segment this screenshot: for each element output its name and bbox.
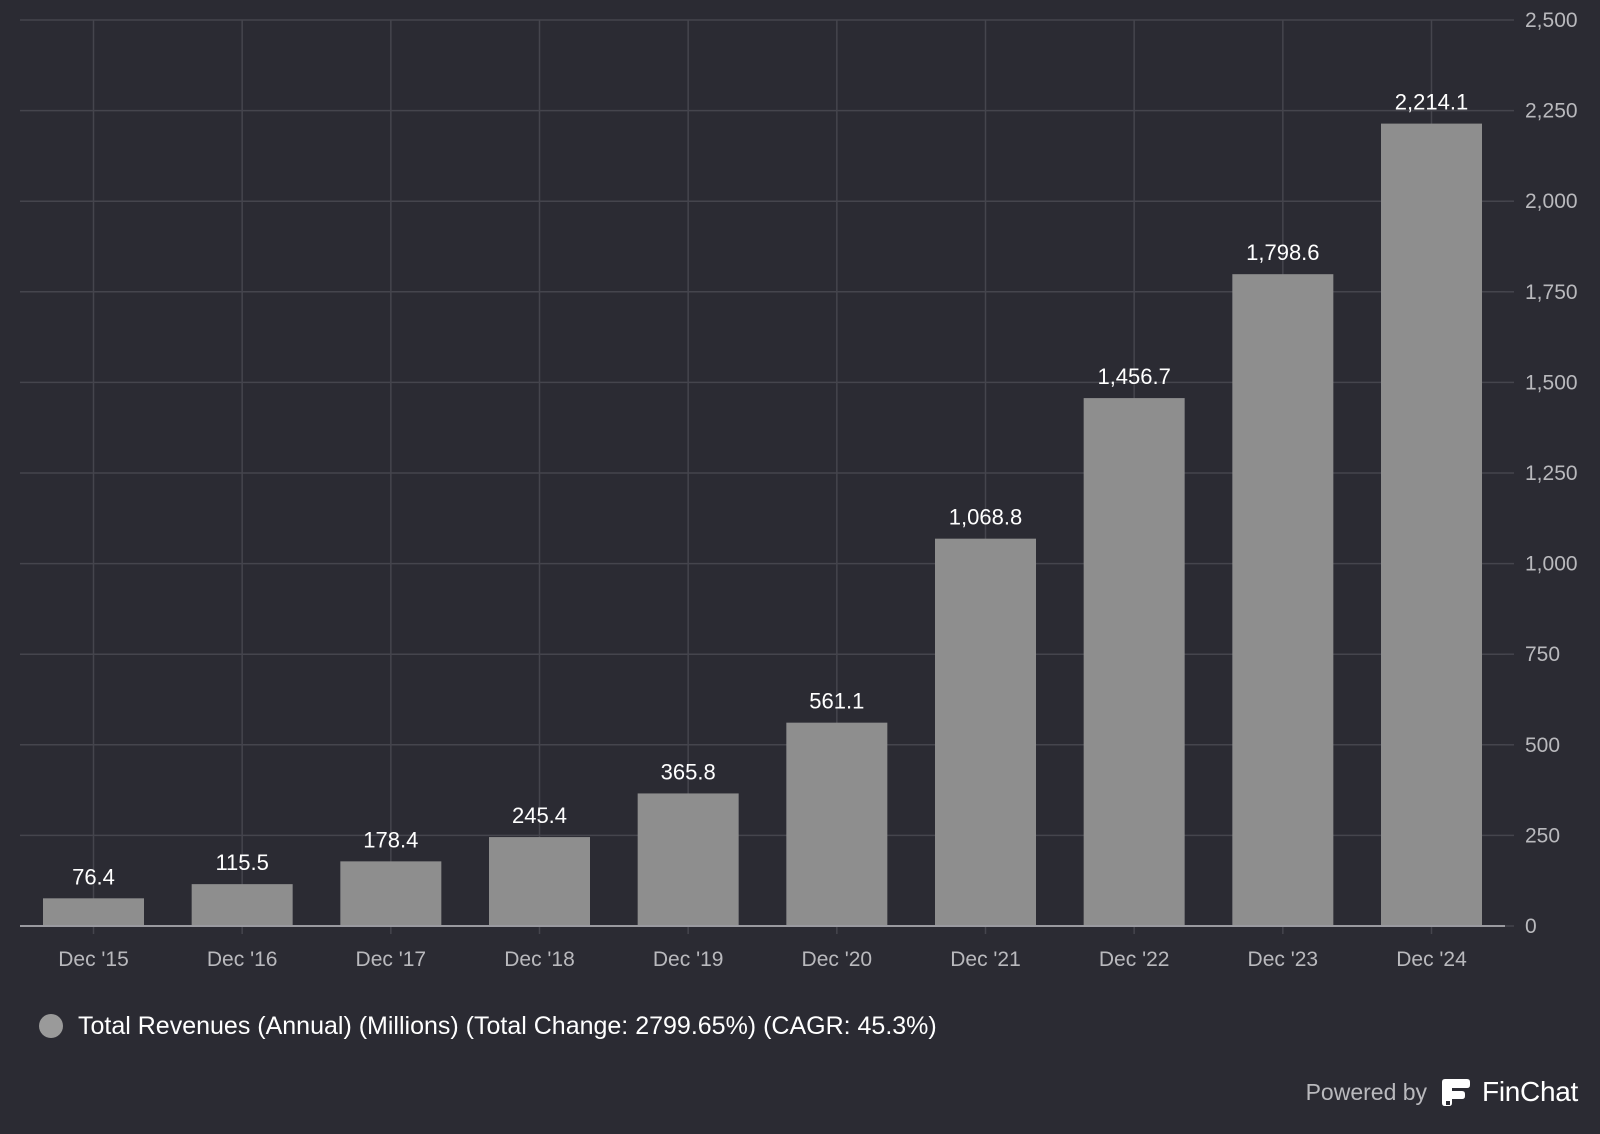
y-tick-label: 2,250 bbox=[1525, 100, 1578, 123]
powered-by-branding[interactable]: Powered by FinChat bbox=[1305, 1072, 1579, 1112]
bar-value-label: 1,068.8 bbox=[949, 505, 1022, 530]
x-category-label: Dec '24 bbox=[1396, 948, 1467, 971]
bar bbox=[489, 837, 590, 926]
y-tick-label: 250 bbox=[1525, 824, 1560, 847]
bar-value-label: 115.5 bbox=[215, 850, 268, 875]
bar-value-label: 561.1 bbox=[809, 689, 864, 714]
bar bbox=[1381, 123, 1482, 926]
powered-by-text: Powered by bbox=[1305, 1078, 1428, 1105]
x-category-label: Dec '18 bbox=[504, 948, 575, 971]
x-category-label: Dec '16 bbox=[207, 948, 278, 971]
y-tick-label: 1,250 bbox=[1525, 462, 1578, 485]
legend-series-label: Total Revenues (Annual) (Millions) (Tota… bbox=[78, 1011, 937, 1040]
bar bbox=[340, 861, 442, 926]
y-tick-label: 0 bbox=[1525, 915, 1537, 938]
finchat-brand-name: FinChat bbox=[1482, 1076, 1578, 1107]
bar bbox=[1232, 274, 1334, 926]
bar-value-label: 245.4 bbox=[512, 803, 567, 828]
y-tick-label: 750 bbox=[1525, 643, 1560, 666]
bar-value-label: 365.8 bbox=[661, 759, 716, 784]
legend-series-marker bbox=[39, 1014, 63, 1038]
x-category-label: Dec '21 bbox=[950, 948, 1021, 971]
bar-value-label: 1,456.7 bbox=[1097, 364, 1170, 389]
bar bbox=[1083, 398, 1185, 926]
y-tick-label: 1,500 bbox=[1525, 371, 1578, 394]
bar-value-label: 76.4 bbox=[72, 864, 115, 889]
finchat-logo-icon bbox=[1442, 1079, 1471, 1106]
y-tick-label: 1,750 bbox=[1525, 281, 1578, 304]
bar bbox=[191, 884, 293, 926]
value-labels: 76.4 115.5 178.4 245.4 365.8 561.1 1,068.8 1,45… bbox=[72, 90, 1468, 890]
bar-value-label: 2,214.1 bbox=[1395, 90, 1468, 115]
bars bbox=[43, 123, 1482, 926]
bar bbox=[935, 538, 1036, 926]
bar bbox=[637, 793, 739, 926]
y-tick-label: 500 bbox=[1525, 734, 1560, 757]
bar-value-label: 178.4 bbox=[363, 827, 418, 852]
bar bbox=[43, 898, 144, 926]
bar-value-label: 1,798.6 bbox=[1246, 240, 1319, 265]
y-tick-label: 2,500 bbox=[1525, 9, 1578, 32]
x-category-label: Dec '19 bbox=[653, 948, 724, 971]
y-tick-label: 1,000 bbox=[1525, 553, 1578, 576]
x-category-label: Dec '15 bbox=[58, 948, 129, 971]
x-category-label: Dec '22 bbox=[1099, 948, 1170, 971]
x-category-label: Dec '17 bbox=[356, 948, 427, 971]
chart-legend[interactable]: Total Revenues (Annual) (Millions) (Tota… bbox=[39, 1008, 937, 1044]
x-category-label: Dec '20 bbox=[802, 948, 873, 971]
x-category-label: Dec '23 bbox=[1248, 948, 1319, 971]
axes: 0 250 500 750 1,000 1,250 1,500 1,750 2,000 2,250… bbox=[20, 9, 1578, 971]
y-tick-label: 2,000 bbox=[1525, 190, 1578, 213]
bar bbox=[786, 722, 888, 926]
